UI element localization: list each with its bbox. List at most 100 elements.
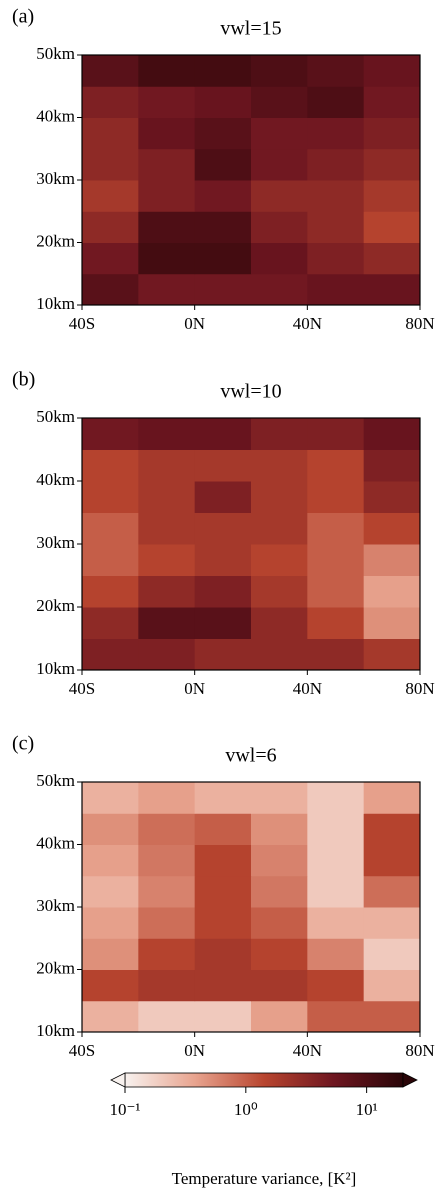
y-tick-label: 30km (36, 533, 75, 552)
heatmap-cell (194, 813, 252, 845)
heatmap-cell (194, 844, 252, 877)
heatmap-cell (194, 481, 252, 513)
heatmap-cell (82, 782, 139, 814)
heatmap-cell (138, 418, 196, 450)
heatmap-cell (307, 273, 365, 306)
heatmap-cell (138, 117, 196, 150)
heatmap-cell (194, 148, 252, 181)
heatmap-cell (251, 638, 308, 671)
x-tick-label: 40N (293, 1041, 322, 1060)
heatmap-cell (138, 449, 196, 482)
heatmap-cell (82, 638, 139, 671)
panel-title: vwl=15 (220, 18, 281, 40)
heatmap-cell (82, 969, 139, 1002)
heatmap-cell (138, 813, 196, 845)
heatmap-cell (307, 117, 365, 150)
heatmap-cell (307, 782, 365, 814)
heatmap-cell (82, 813, 139, 845)
heatmap-cell (363, 907, 421, 939)
heatmap-cell (82, 242, 139, 275)
heatmap-cell (138, 481, 196, 513)
heatmap-cell (194, 180, 252, 212)
heatmap-cell (307, 148, 365, 181)
heatmap-cell (363, 55, 421, 87)
heatmap-cell (251, 512, 308, 545)
heatmap-cell (251, 242, 308, 275)
x-tick-label: 40S (69, 314, 95, 333)
panel-title: vwl=6 (225, 745, 276, 767)
x-tick-label: 80N (405, 314, 434, 333)
heatmap-cell (307, 418, 365, 450)
heatmap-cell (194, 875, 252, 908)
heatmap-cell (307, 969, 365, 1002)
heatmap-cell (307, 242, 365, 275)
heatmap-cell (138, 607, 196, 639)
heatmap-cell (138, 512, 196, 545)
heatmap-cell (251, 607, 308, 639)
heatmap-cell (363, 607, 421, 639)
heatmap-cell (363, 418, 421, 450)
panel-label: (b) (12, 369, 35, 391)
heatmap-cell (138, 544, 196, 576)
heatmap-cell (307, 449, 365, 482)
heatmap-cell (82, 607, 139, 639)
panel-label: (a) (12, 6, 34, 28)
y-tick-label: 20km (36, 231, 75, 250)
heatmap-cell (251, 86, 308, 118)
x-tick-label: 40N (293, 314, 322, 333)
heatmap-cell (251, 782, 308, 814)
y-tick-label: 10km (36, 1021, 75, 1040)
heatmap-cell (194, 938, 252, 970)
heatmap-cell (138, 782, 196, 814)
heatmap-cell (82, 938, 139, 970)
heatmap-cell (307, 813, 365, 845)
heatmap-cell (307, 481, 365, 513)
heatmap-cell (194, 1000, 252, 1033)
heatmap-cell (82, 481, 139, 513)
heatmap-cell (82, 418, 139, 450)
heatmap-cell (363, 211, 421, 243)
heatmap-cell (194, 117, 252, 150)
heatmap-cell (194, 575, 252, 608)
heatmap-cell (307, 938, 365, 970)
heatmap-cell (307, 211, 365, 243)
heatmap-cell (82, 1000, 139, 1033)
heatmap-cell (194, 242, 252, 275)
heatmap-cell (363, 449, 421, 482)
heatmap-cell (251, 575, 308, 608)
heatmap-cell (363, 180, 421, 212)
y-tick-label: 10km (36, 659, 75, 678)
x-tick-label: 0N (184, 314, 205, 333)
panel-label: (c) (12, 733, 34, 755)
y-tick-label: 20km (36, 958, 75, 977)
heatmap-cell (82, 55, 139, 87)
y-tick-label: 20km (36, 596, 75, 615)
panel-title: vwl=10 (220, 381, 281, 403)
heatmap-cell (138, 273, 196, 306)
heatmap-cell (138, 180, 196, 212)
heatmap-cell (307, 638, 365, 671)
heatmap-cell (82, 211, 139, 243)
heatmap-cell (194, 418, 252, 450)
heatmap-cell (307, 55, 365, 87)
heatmap-cell (194, 969, 252, 1002)
heatmap-cell (307, 575, 365, 608)
heatmap-cell (194, 782, 252, 814)
heatmap-cell (307, 907, 365, 939)
heatmap-cell (138, 938, 196, 970)
heatmap-cell (138, 242, 196, 275)
heatmap-cell (138, 148, 196, 181)
heatmap-cell (194, 86, 252, 118)
heatmap-cell (251, 481, 308, 513)
heatmap-cell (363, 242, 421, 275)
heatmap-cell (82, 907, 139, 939)
heatmap-cell (363, 938, 421, 970)
heatmap-cell (251, 969, 308, 1002)
heatmap-cell (363, 544, 421, 576)
heatmap-cell (251, 211, 308, 243)
y-tick-label: 40km (36, 833, 75, 852)
heatmap-cell (363, 117, 421, 150)
y-tick-label: 50km (36, 44, 75, 63)
